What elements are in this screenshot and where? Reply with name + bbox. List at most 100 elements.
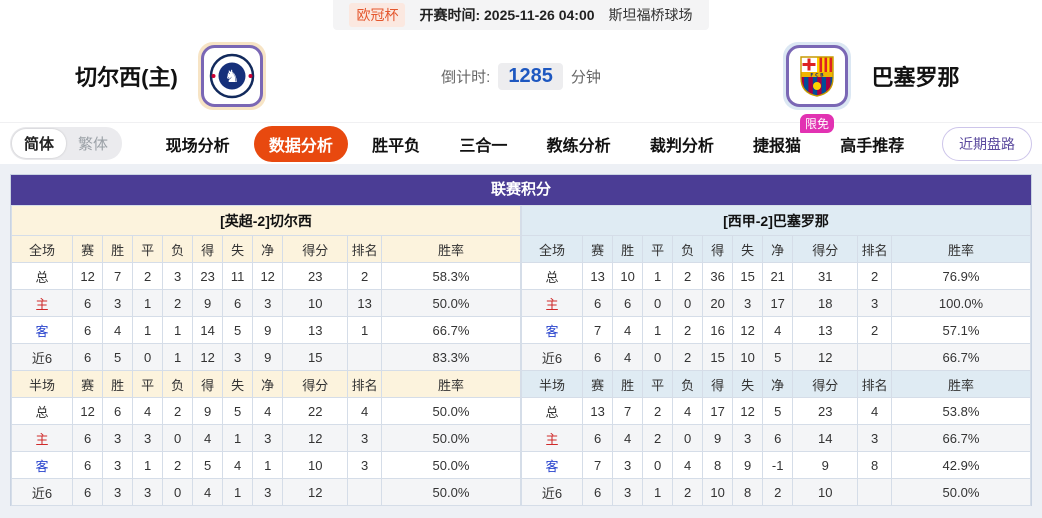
- table-cell: 4: [192, 478, 224, 506]
- column-header: 全场: [520, 235, 584, 263]
- table-cell: 1: [162, 343, 194, 371]
- away-section-title: [西甲-2]巴塞罗那: [521, 205, 1031, 236]
- table-cell: 10: [612, 262, 644, 290]
- table-cell: 9: [732, 451, 764, 479]
- table-cell: 7: [582, 451, 614, 479]
- table-title: 联赛积分: [11, 175, 1031, 205]
- table-cell: 6: [582, 289, 614, 317]
- limited-free-badge: 限免: [800, 113, 835, 133]
- table-cell: 100.0%: [890, 289, 1032, 317]
- away-team-name: 巴塞罗那: [871, 65, 960, 90]
- recent-odds-button[interactable]: 近期盘路: [942, 126, 1032, 161]
- column-header: 胜: [612, 235, 644, 263]
- tab-expert-picks[interactable]: 高手推荐: [840, 137, 905, 155]
- table-cell: 8: [732, 478, 764, 506]
- lang-simplified[interactable]: 简体: [12, 129, 67, 158]
- table-cell: 3: [132, 424, 164, 452]
- tab-coach-analysis[interactable]: 教练分析: [546, 137, 611, 155]
- table-row: 总 12 7 2 3 23 11 12 23 2 58.3%: [10, 262, 522, 290]
- column-header: 净: [762, 370, 794, 398]
- table-cell: 10: [702, 478, 734, 506]
- column-header: 排名: [347, 370, 382, 398]
- column-header: 失: [732, 370, 764, 398]
- table-cell: 4: [672, 451, 704, 479]
- table-cell: 1: [132, 289, 164, 317]
- table-cell: 12: [732, 316, 764, 344]
- table-cell: 66.7%: [380, 316, 522, 344]
- table-cell: 14: [792, 424, 859, 452]
- table-cell: 4: [252, 397, 284, 425]
- column-header: 得: [702, 370, 734, 398]
- table-cell: 6: [72, 451, 104, 479]
- tab-jiebao-cat[interactable]: 捷报猫 限免: [738, 113, 835, 162]
- table-cell: 4: [612, 424, 644, 452]
- column-header: 负: [672, 370, 704, 398]
- table-cell: 5: [222, 316, 254, 344]
- table-cell: 50.0%: [380, 397, 522, 425]
- table-cell: 13: [282, 316, 349, 344]
- tab-referee-analysis[interactable]: 裁判分析: [649, 137, 714, 155]
- table-cell: 3: [252, 424, 284, 452]
- column-header: 负: [162, 370, 194, 398]
- tab-win-draw-loss[interactable]: 胜平负: [372, 137, 421, 155]
- row-label: 总: [10, 397, 74, 425]
- row-label: 主: [520, 289, 584, 317]
- table-cell: 5: [102, 343, 134, 371]
- table-cell: 0: [162, 478, 194, 506]
- lang-traditional[interactable]: 繁体: [78, 136, 109, 153]
- table-row: 近6 6 5 0 1 12 3 9 15 83.3%: [10, 343, 522, 371]
- table-cell: 53.8%: [890, 397, 1032, 425]
- table-row: 近6 6 3 1 2 10 8 2 10 50.0%: [520, 478, 1032, 506]
- column-header: 胜率: [890, 370, 1032, 398]
- table-cell: 4: [612, 316, 644, 344]
- table-cell: 7: [612, 397, 644, 425]
- column-header: 半场: [10, 370, 74, 398]
- column-header: 平: [642, 235, 674, 263]
- tab-three-in-one[interactable]: 三合一: [459, 137, 508, 155]
- table-row: 客 6 4 1 1 14 5 9 13 1 66.7%: [10, 316, 522, 344]
- table-cell: 15: [732, 262, 764, 290]
- table-cell: 6: [762, 424, 794, 452]
- table-cell: 21: [762, 262, 794, 290]
- column-header: 失: [222, 235, 254, 263]
- home-team-name: 切尔西(主): [75, 65, 178, 90]
- countdown-value: 1285: [498, 62, 563, 90]
- table-row: 总 13 10 1 2 36 15 21 31 2 76.9%: [520, 262, 1032, 290]
- table-cell: 6: [612, 289, 644, 317]
- table-cell: 7: [582, 316, 614, 344]
- table-cell: 6: [72, 289, 104, 317]
- row-label: 主: [10, 424, 74, 452]
- tab-live-analysis[interactable]: 现场分析: [165, 137, 230, 155]
- table-cell: 12: [282, 424, 349, 452]
- table-cell: 0: [642, 289, 674, 317]
- league-points-table: 联赛积分 [英超-2]切尔西 全场赛胜平负得失净得分 排名 胜率总 12 7 2 3 23 11 1…: [10, 174, 1032, 506]
- table-cell: 3: [102, 289, 134, 317]
- column-header: 得: [702, 235, 734, 263]
- column-header: 负: [162, 235, 194, 263]
- table-row: 主 6 3 3 0 4 1 3 12 3 50.0%: [10, 424, 522, 452]
- column-header: 胜率: [890, 235, 1032, 263]
- table-cell: 0: [672, 289, 704, 317]
- nav-tabs: 现场分析 数据分析 胜平负 三合一 教练分析 裁判分析 捷报猫 限免 高手推荐: [146, 113, 924, 162]
- table-cell: 0: [642, 343, 674, 371]
- table-cell: 16: [702, 316, 734, 344]
- table-cell: 2: [642, 397, 674, 425]
- venue: 斯坦福桥球场: [608, 7, 693, 23]
- table-cell: 3: [347, 451, 382, 479]
- tab-data-analysis[interactable]: 数据分析: [253, 125, 348, 162]
- table-cell: 20: [702, 289, 734, 317]
- table-cell: 3: [612, 478, 644, 506]
- row-label: 客: [10, 316, 74, 344]
- column-header: 胜: [102, 370, 134, 398]
- row-label: 客: [520, 316, 584, 344]
- table-cell: 17: [762, 289, 794, 317]
- table-cell: 4: [672, 397, 704, 425]
- table-cell: 3: [102, 451, 134, 479]
- row-label: 近6: [10, 478, 74, 506]
- home-team: 切尔西(主) ♞: [0, 42, 341, 110]
- column-header: 胜率: [380, 370, 522, 398]
- table-cell: 5: [762, 343, 794, 371]
- row-label: 近6: [520, 343, 584, 371]
- column-header: 失: [222, 370, 254, 398]
- table-cell: 2: [162, 451, 194, 479]
